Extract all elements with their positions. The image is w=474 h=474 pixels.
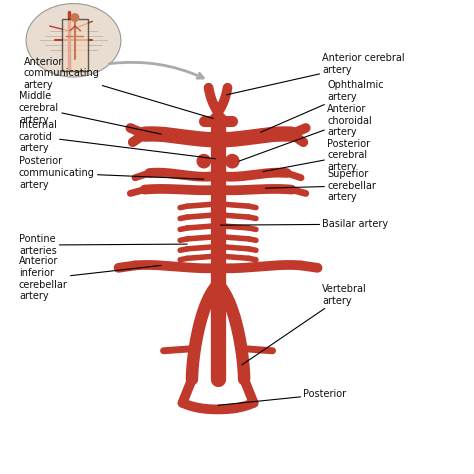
Circle shape xyxy=(197,155,210,168)
Circle shape xyxy=(210,112,227,129)
Text: Internal
carotid
artery: Internal carotid artery xyxy=(19,120,216,159)
Ellipse shape xyxy=(26,3,121,77)
Text: Pontine
arteries: Pontine arteries xyxy=(19,234,187,256)
Text: Anterior
choroidal
artery: Anterior choroidal artery xyxy=(239,104,372,161)
Text: Posterior
cerebral
artery: Posterior cerebral artery xyxy=(263,139,370,172)
Text: Vertebral
artery: Vertebral artery xyxy=(242,284,367,365)
Text: Posterior
communicating
artery: Posterior communicating artery xyxy=(19,156,204,190)
Circle shape xyxy=(226,155,239,168)
Text: Basilar artery: Basilar artery xyxy=(220,219,389,229)
FancyBboxPatch shape xyxy=(62,19,88,71)
Text: Anterior cerebral
artery: Anterior cerebral artery xyxy=(227,53,405,95)
Circle shape xyxy=(71,14,79,21)
Text: Posterior: Posterior xyxy=(218,389,346,405)
Text: Middle
cerebral
artery: Middle cerebral artery xyxy=(19,91,161,134)
Text: Ophthalmic
artery: Ophthalmic artery xyxy=(261,80,383,132)
Text: Superior
cerebellar
artery: Superior cerebellar artery xyxy=(265,169,376,202)
Text: Anterior
inferior
cerebellar
artery: Anterior inferior cerebellar artery xyxy=(19,256,161,301)
Text: Anterior
communicating
artery: Anterior communicating artery xyxy=(24,57,213,118)
